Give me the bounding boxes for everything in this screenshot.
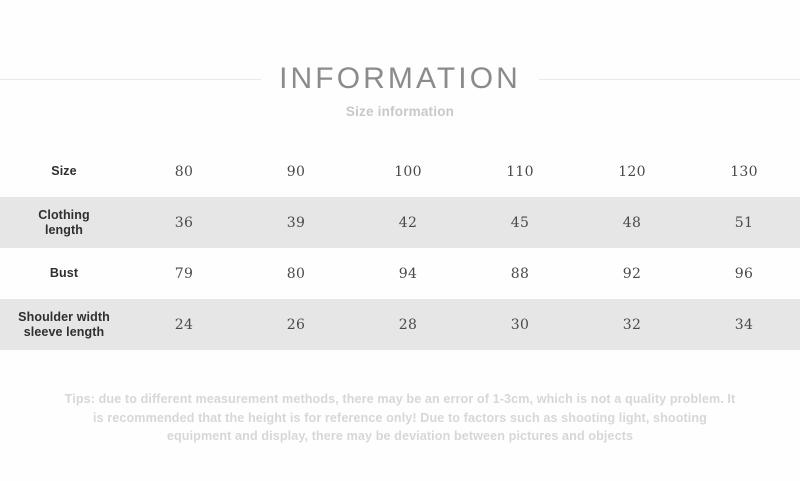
row-label-clothing-length: Clothing length xyxy=(0,197,128,248)
table-row: Size 80 90 100 110 120 130 xyxy=(0,146,800,197)
row-label-line: Shoulder width xyxy=(18,310,110,324)
cell-value: 92 xyxy=(622,265,642,282)
row-label-line: Bust xyxy=(49,266,79,281)
cell-value: 34 xyxy=(734,316,754,333)
cell-value: 88 xyxy=(510,265,530,282)
row-label-shoulder-width-sleeve-length: Shoulder width sleeve length xyxy=(0,299,128,350)
row-label-line: sleeve length xyxy=(23,324,105,339)
title-wrapper: INFORMATION xyxy=(0,58,800,100)
cell-value: 32 xyxy=(622,316,642,333)
row-label-line: length xyxy=(44,222,84,237)
size-table-body: Size 80 90 100 110 120 130 Clothing leng… xyxy=(0,146,800,350)
size-information-table: Size 80 90 100 110 120 130 Clothing leng… xyxy=(0,146,800,350)
cell-value: 96 xyxy=(734,265,754,282)
page-title: INFORMATION xyxy=(261,58,539,100)
row-label-bust: Bust xyxy=(0,248,128,299)
cell-value: 79 xyxy=(174,265,194,282)
cell-value: 80 xyxy=(286,265,306,282)
cell-value: 30 xyxy=(510,316,530,333)
cell-value: 45 xyxy=(510,214,530,231)
table-row: Shoulder width sleeve length 24 26 28 30… xyxy=(0,299,800,350)
cell-value: 36 xyxy=(174,214,194,231)
cell-value: 90 xyxy=(286,163,306,180)
measurement-tips-note: Tips: due to different measurement metho… xyxy=(64,392,736,443)
cell-value: 26 xyxy=(286,316,306,333)
page-subtitle: Size information xyxy=(345,104,455,119)
cell-value: 120 xyxy=(618,163,646,180)
cell-value: 94 xyxy=(398,265,418,282)
cell-value: 48 xyxy=(622,214,642,231)
table-row: Bust 79 80 94 88 92 96 xyxy=(0,248,800,299)
cell-value: 100 xyxy=(394,163,422,180)
row-label-size: Size xyxy=(0,146,128,197)
cell-value: 28 xyxy=(398,316,418,333)
cell-value: 39 xyxy=(286,214,306,231)
cell-value: 51 xyxy=(734,214,754,231)
table-row: Clothing length 36 39 42 45 48 51 xyxy=(0,197,800,248)
cell-value: 24 xyxy=(174,316,194,333)
cell-value: 80 xyxy=(174,163,194,180)
cell-value: 42 xyxy=(398,214,418,231)
cell-value: 110 xyxy=(506,163,534,180)
header-block: INFORMATION Size information xyxy=(0,58,800,120)
row-label-line: Size xyxy=(51,164,77,179)
cell-value: 130 xyxy=(730,163,758,180)
row-label-line: Clothing xyxy=(38,208,90,222)
